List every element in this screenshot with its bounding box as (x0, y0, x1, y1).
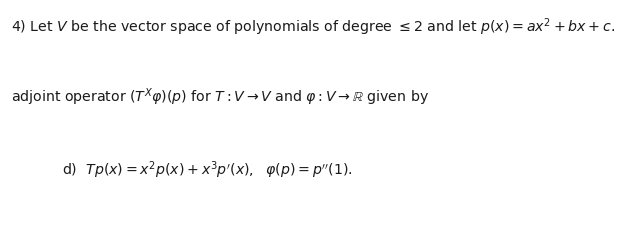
Text: adjoint operator $(T^X\varphi)(p)$ for $T: V \to V$ and $\varphi: V \to \mathbb{: adjoint operator $(T^X\varphi)(p)$ for $… (11, 86, 429, 108)
Text: d)  $Tp(x) = x^2p(x) + x^3p'(x), \ \ \varphi(p) = p''(1).$: d) $Tp(x) = x^2p(x) + x^3p'(x), \ \ \var… (62, 159, 352, 180)
Text: 4) Let $V$ be the vector space of polynomials of degree $\leq 2$ and let $p(x) =: 4) Let $V$ be the vector space of polyno… (11, 16, 619, 37)
